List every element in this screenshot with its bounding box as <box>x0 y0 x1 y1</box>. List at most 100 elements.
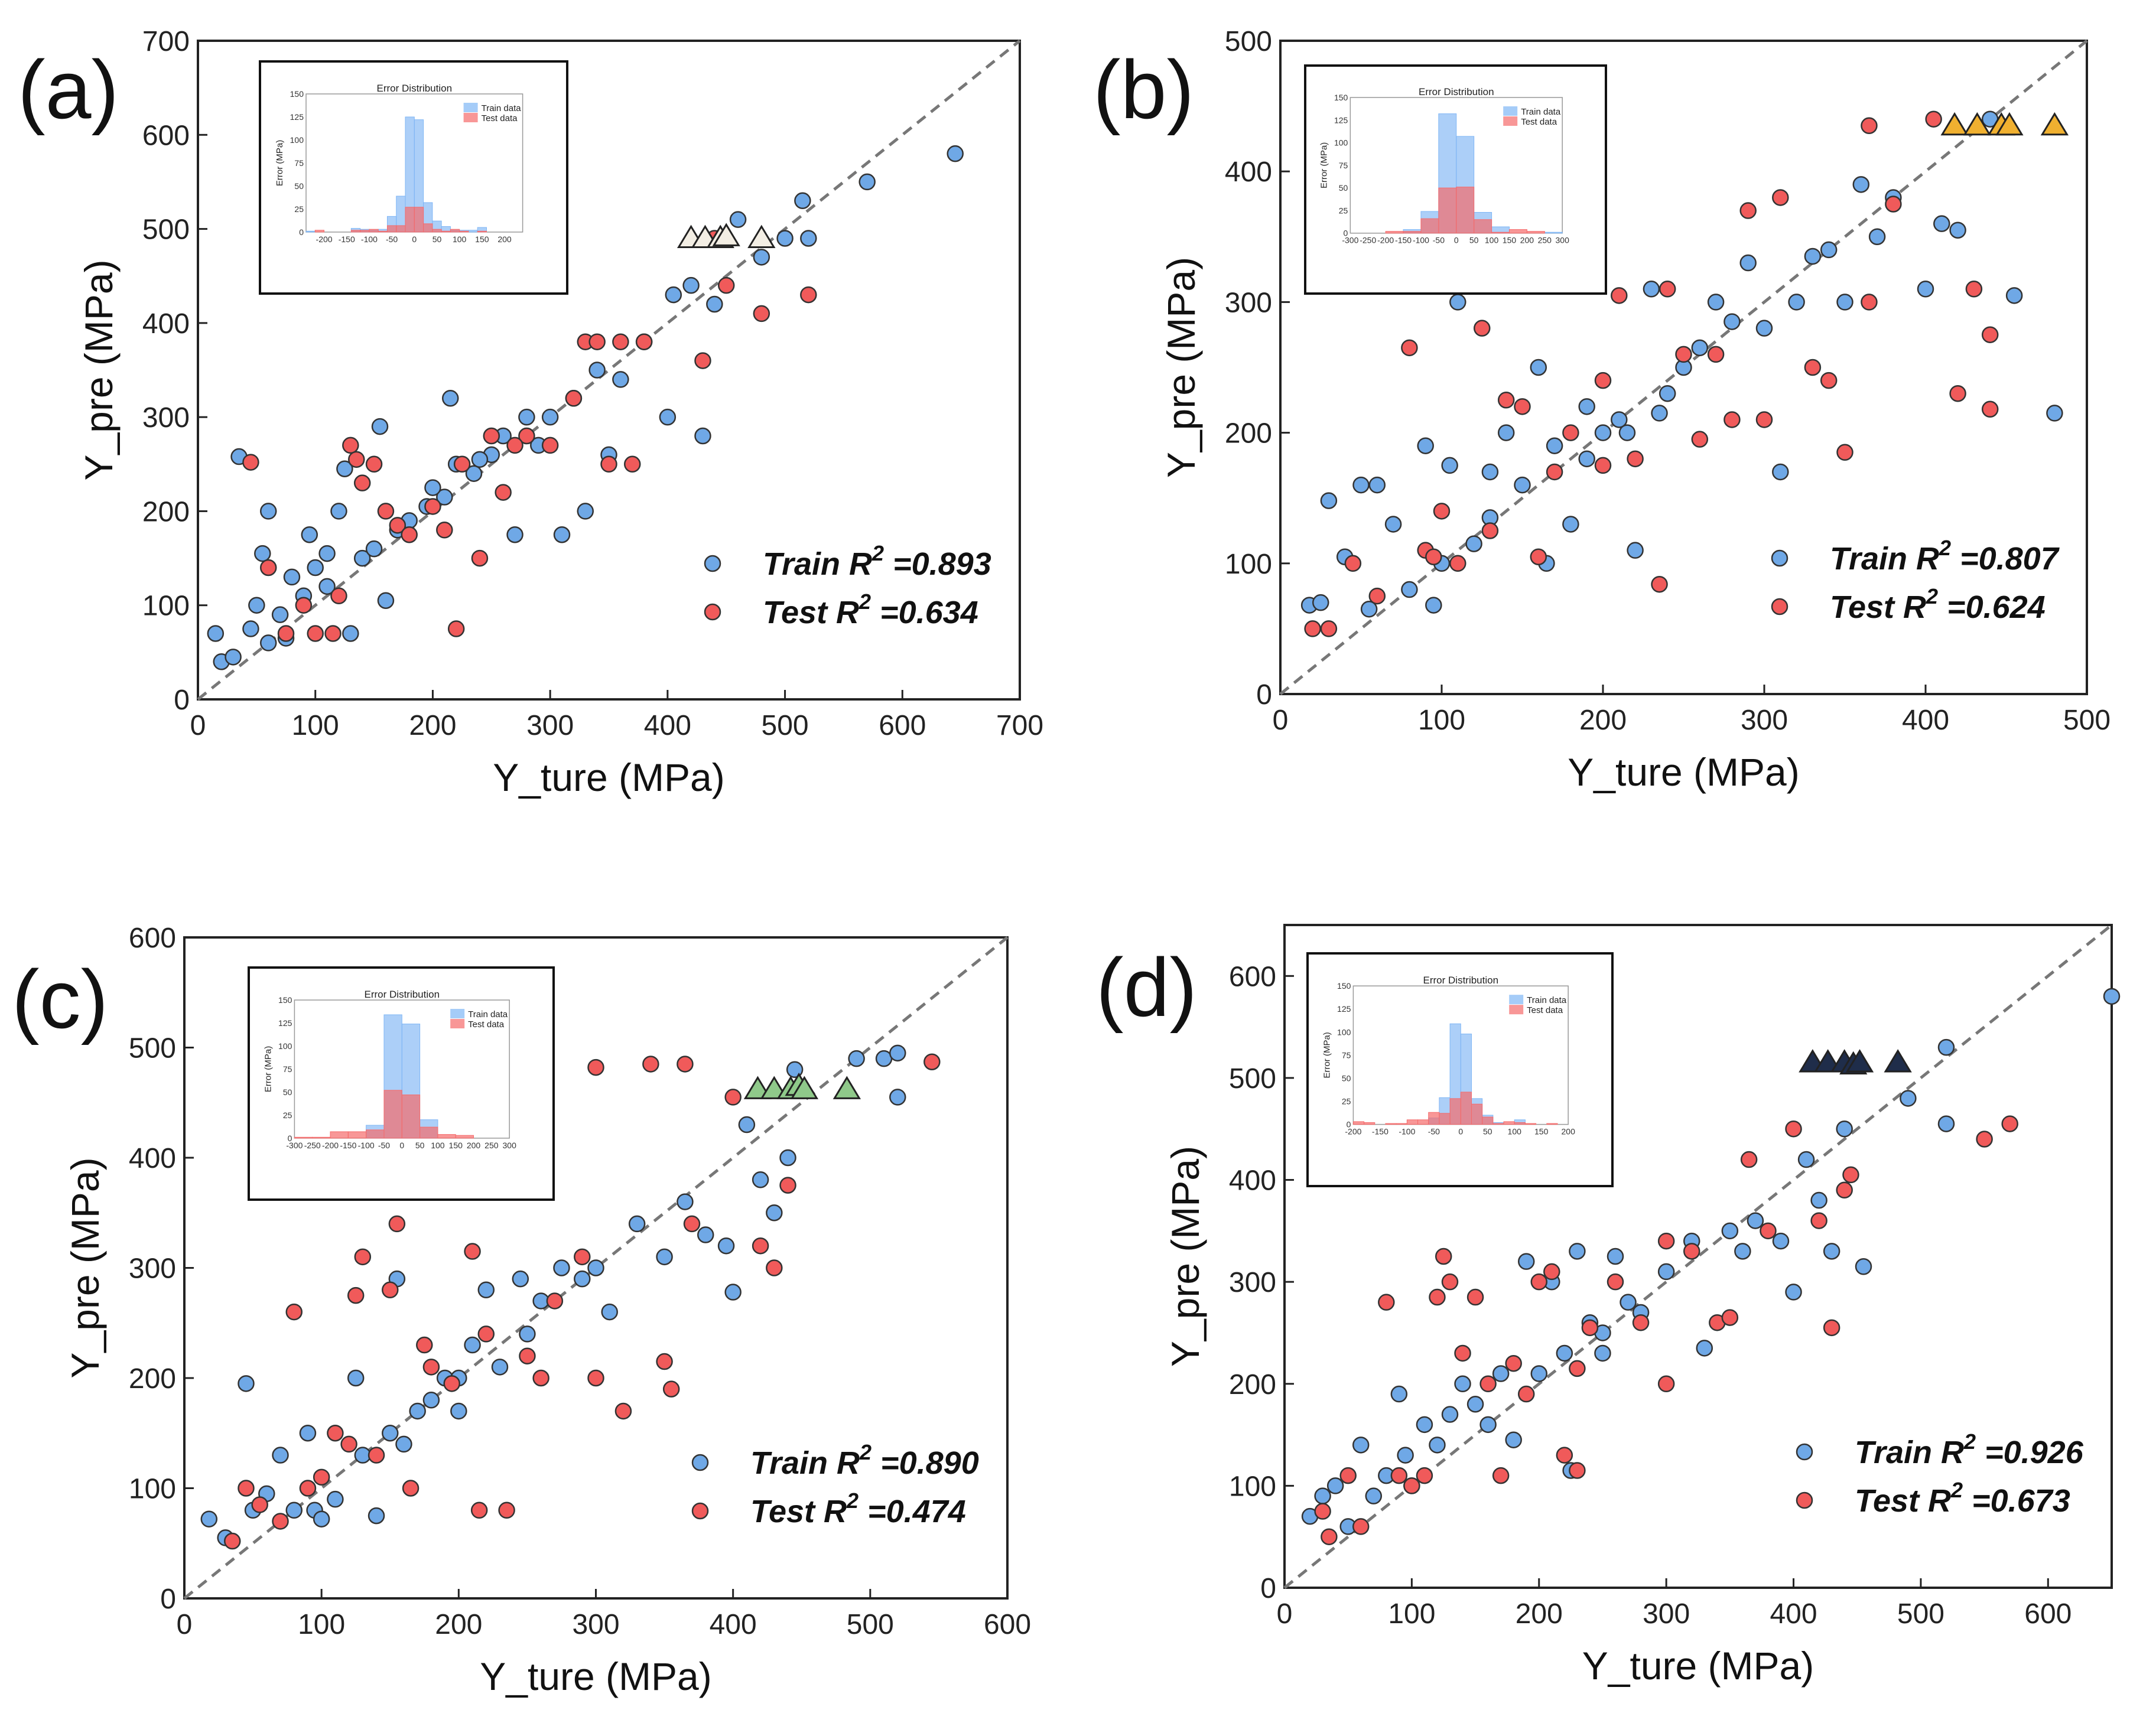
test-point <box>1569 1462 1586 1479</box>
legend-test-label: Test R2 =0.673 <box>1855 1478 2070 1519</box>
test-point <box>1861 294 1878 311</box>
test-point <box>365 455 383 473</box>
histogram-test-bar <box>1482 1116 1494 1125</box>
test-point <box>1885 196 1902 213</box>
test-point <box>1836 1181 1853 1199</box>
test-point <box>800 286 817 304</box>
inset-x-tick-label: 100 <box>453 234 467 244</box>
test-point <box>1403 1477 1420 1494</box>
test-point <box>546 1292 564 1310</box>
train-point <box>1416 1416 1433 1434</box>
inset-y-tick-label: 25 <box>1342 1097 1351 1106</box>
train-point <box>512 1270 529 1288</box>
x-tick-label: 200 <box>435 1609 482 1640</box>
train-point <box>553 1259 570 1276</box>
inset-legend-train-label: Train data <box>468 1009 508 1020</box>
legend-sup: 2 <box>859 1440 871 1464</box>
test-point <box>238 1480 255 1497</box>
series-extrapolation <box>677 223 776 248</box>
y-tick-label: 300 <box>1225 287 1272 318</box>
histogram-train-bar <box>468 230 478 233</box>
test-point <box>1820 372 1838 389</box>
histogram-test-bar <box>1385 231 1404 234</box>
histogram-test-bar <box>1508 229 1527 234</box>
error-distribution-inset: Error Distribution -300 -250 -200 -150 -100 -5… <box>248 966 555 1201</box>
x-tick-label: 500 <box>762 710 809 741</box>
histogram-test-bar <box>459 230 469 233</box>
histogram-test-bar <box>312 1136 331 1139</box>
legend-train-marker <box>691 1454 709 1471</box>
test-point <box>1707 346 1725 363</box>
legend-test-marker <box>1771 598 1788 615</box>
test-point <box>1675 346 1692 363</box>
inset-x-tick-label: -50 <box>1433 236 1445 245</box>
inset-legend-train-swatch <box>1503 106 1518 116</box>
train-point <box>577 503 594 520</box>
test-point <box>1449 555 1466 572</box>
inset-y-tick-label: 0 <box>1347 1120 1351 1129</box>
test-point <box>1785 1120 1802 1138</box>
train-point <box>677 1193 694 1210</box>
train-point <box>1785 1284 1802 1301</box>
test-point <box>1981 400 1999 418</box>
histogram-test-bar <box>1403 231 1422 234</box>
histogram-test-bar <box>401 1095 421 1139</box>
test-point <box>1401 339 1418 357</box>
test-point <box>416 1336 433 1354</box>
histogram-test-bar <box>437 1134 456 1139</box>
test-point <box>614 1402 632 1420</box>
inset-y-tick-label: 125 <box>1334 115 1348 125</box>
train-point <box>1659 385 1676 402</box>
legend-train-marker <box>704 555 721 572</box>
train-point <box>464 1336 481 1354</box>
inset-legend-train-label: Train data <box>1527 995 1567 1005</box>
inset-x-tick-label: -250 <box>304 1141 321 1150</box>
inset-x-tick-label: -100 <box>1399 1127 1415 1136</box>
train-point <box>299 1425 317 1442</box>
y-axis-label: Y_pre (MPa) <box>63 1157 107 1378</box>
test-point <box>1479 1375 1497 1393</box>
inset-x-tick-label: 0 <box>399 1141 404 1150</box>
train-point <box>1514 476 1531 494</box>
inset-x-tick-label: 100 <box>431 1141 445 1150</box>
inset-legend-train-swatch <box>450 1009 465 1019</box>
train-point <box>588 361 606 379</box>
test-point <box>377 503 395 520</box>
train-point <box>729 211 747 228</box>
inset-legend-test-label: Test data <box>482 113 518 123</box>
train-point <box>313 1510 330 1527</box>
train-point <box>271 606 289 623</box>
histogram-test-bar <box>455 1135 474 1139</box>
train-point <box>889 1044 906 1062</box>
inset-x-tick-label: 150 <box>449 1141 463 1150</box>
test-point <box>1497 392 1515 409</box>
inset-x-tick-label: 150 <box>1503 236 1517 245</box>
legend-test-marker <box>704 603 721 621</box>
test-point <box>1632 1314 1650 1331</box>
y-tick-label: 600 <box>129 923 176 954</box>
legend-train-marker <box>1771 549 1788 567</box>
inset-y-tick-label: 125 <box>1337 1004 1351 1014</box>
inset-y-tick-label: 50 <box>283 1087 292 1097</box>
y-axis-label: Y_pre (MPa) <box>1159 257 1203 478</box>
inset-x-tick-label: -300 <box>1342 236 1358 245</box>
test-point <box>1739 202 1757 219</box>
test-point <box>1543 1263 1560 1281</box>
legend-value: =0.634 <box>871 595 978 630</box>
panel-c: (c)0 100 200 300 400 500 600010020030040050060… <box>12 923 1031 1698</box>
panel-label: (d) <box>1096 941 1197 1034</box>
test-point <box>330 587 347 605</box>
histogram-test-bar <box>1503 1121 1515 1125</box>
histogram-test-bar <box>1420 218 1439 234</box>
legend-value: =0.807 <box>1951 541 2060 577</box>
train-point <box>1855 1258 1872 1275</box>
inset-legend-test-swatch <box>1503 116 1518 126</box>
train-point <box>1594 1344 1611 1362</box>
train-point <box>1352 1437 1370 1454</box>
inset-x-tick-label: 50 <box>415 1141 425 1150</box>
inset-x-tick-label: -200 <box>1377 236 1394 245</box>
x-tick-label: 0 <box>1277 1598 1293 1630</box>
test-point <box>295 597 313 614</box>
train-point <box>1497 424 1515 441</box>
train-point <box>1868 228 1886 246</box>
